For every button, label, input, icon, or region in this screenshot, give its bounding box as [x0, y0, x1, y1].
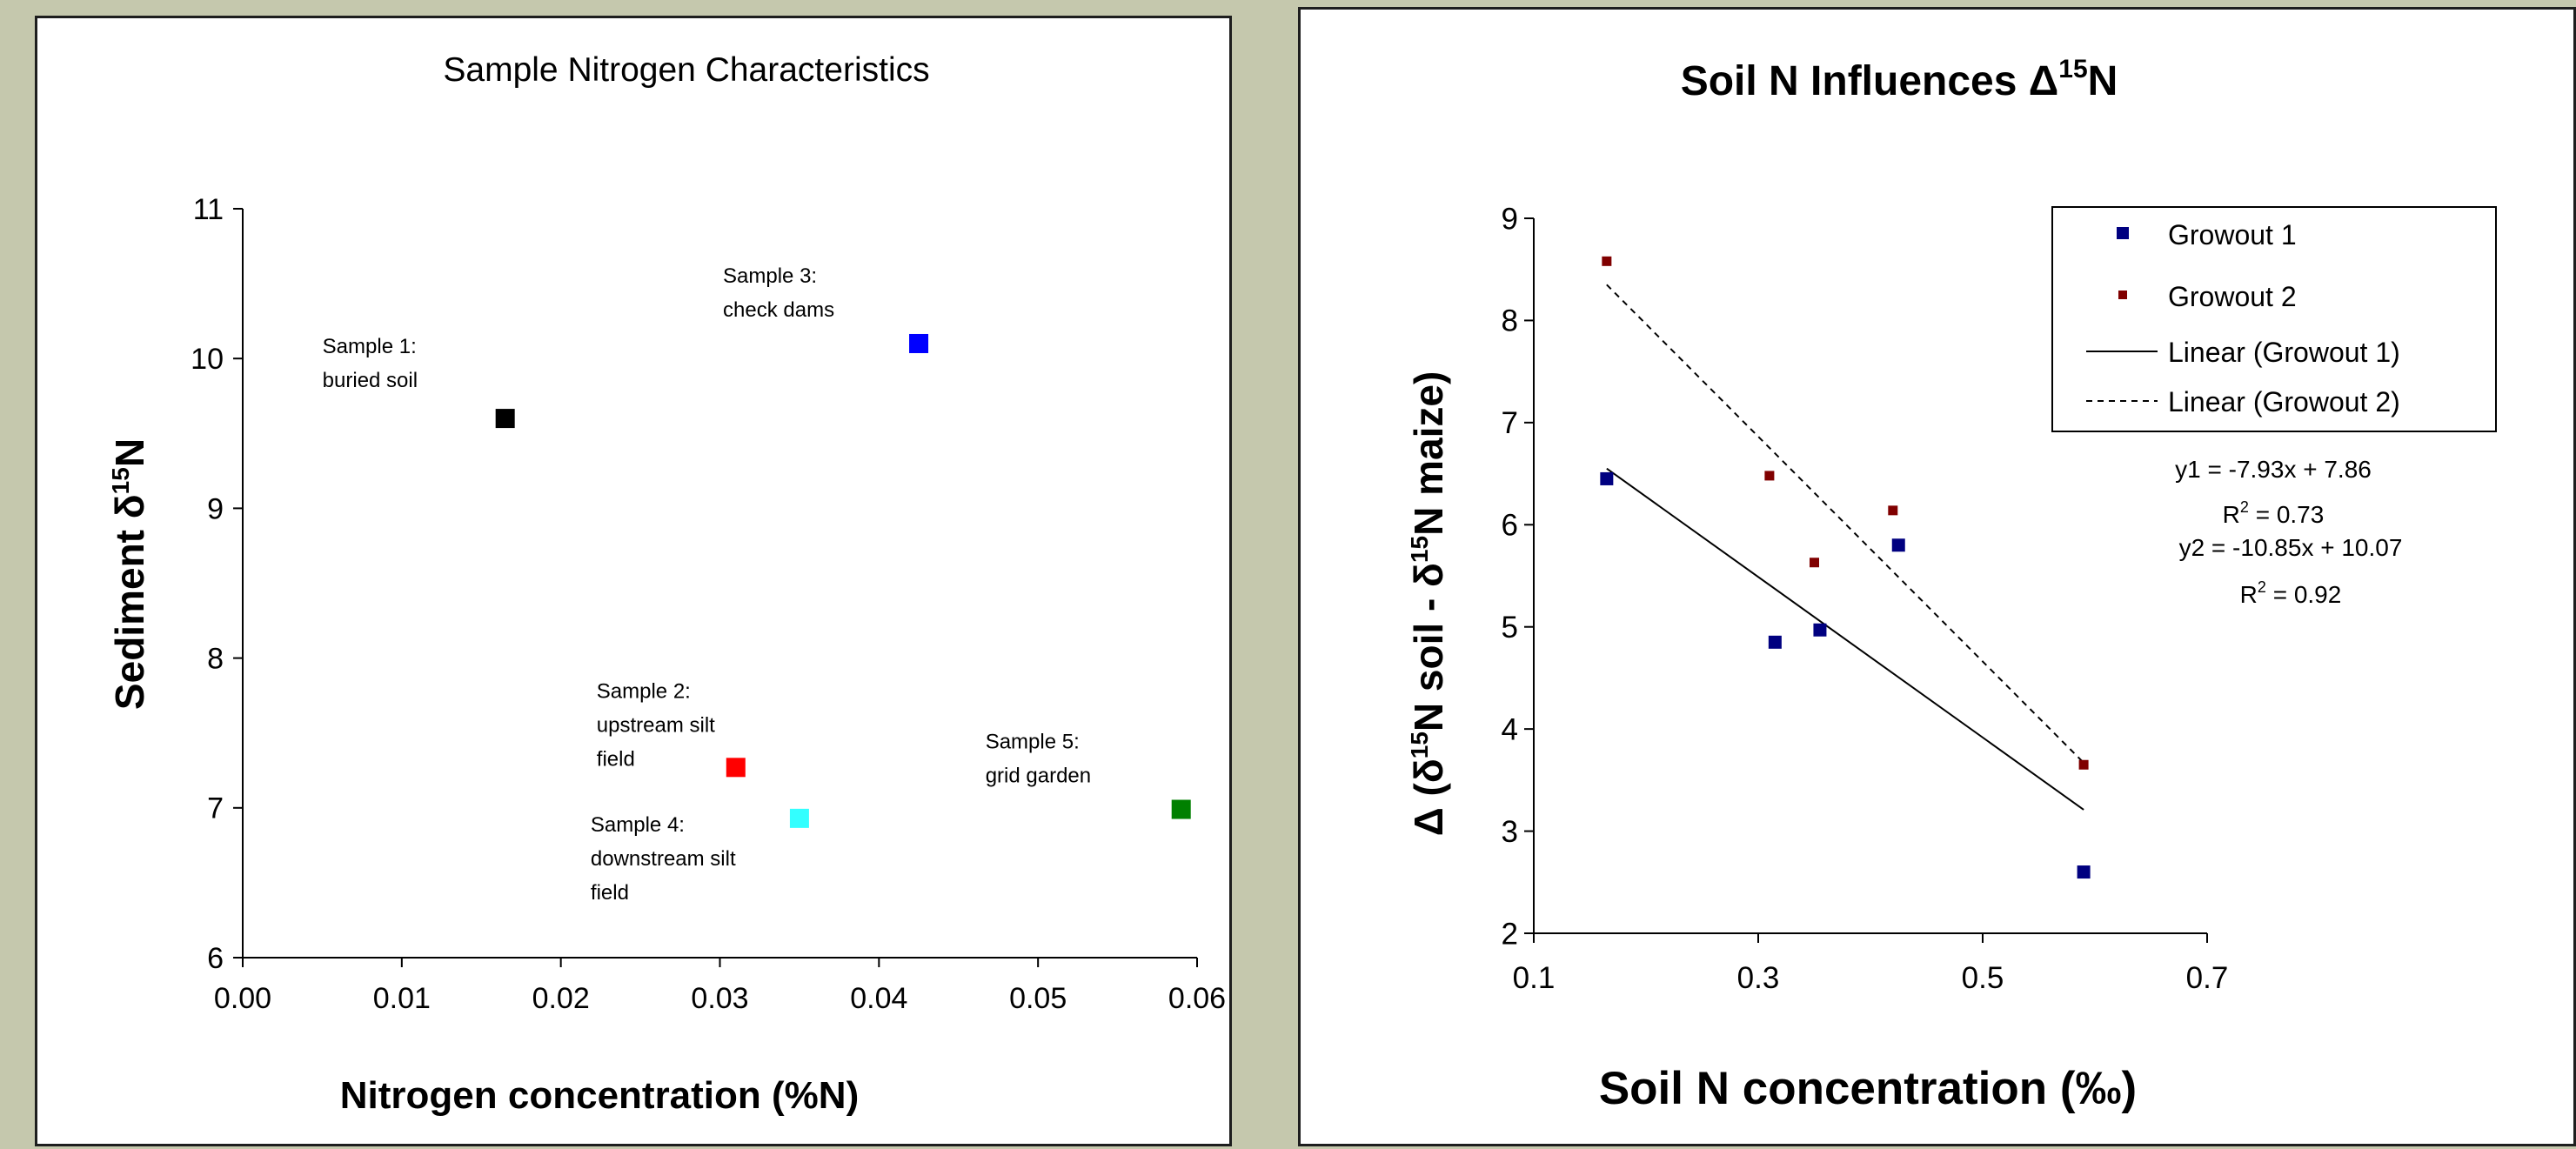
- trendline: [1606, 467, 2084, 811]
- data-point: [1764, 471, 1775, 481]
- chart-title: Soil N Influences Δ15N: [1681, 55, 2118, 104]
- soil-n-influence-chart: Soil N Influences Δ15N Δ (δ15N soil - δ1…: [1406, 55, 2497, 1114]
- data-point: [1600, 471, 1614, 485]
- x-tick-label: 0.1: [1513, 961, 1556, 995]
- chart-title: Sample Nitrogen Characteristics: [443, 51, 929, 89]
- data-point: [1602, 256, 1612, 266]
- point-annotation: Sample 4:: [591, 813, 685, 837]
- x-axis-label: Soil N concentration (‰): [1599, 1063, 2137, 1114]
- equation-1: y1 = -7.93x + 7.86: [2175, 456, 2372, 483]
- point-annotation: buried soil: [323, 369, 418, 392]
- nitrogen-characteristics-chart: Sample Nitrogen Characteristics Sediment…: [107, 51, 1226, 1117]
- x-tick-label: 0.02: [532, 982, 590, 1015]
- y-tick-label: 4: [1502, 712, 1518, 746]
- x-tick-label: 0.04: [850, 982, 907, 1015]
- r-squared-2: R2 = 0.92: [2240, 578, 2342, 608]
- y-tick-label: 9: [1502, 202, 1518, 236]
- y-tick-label: 10: [191, 343, 224, 376]
- point-annotation: upstream silt: [597, 713, 715, 737]
- data-point: [1810, 558, 1819, 568]
- y-axis-label: Δ (δ15N soil - δ15N maize): [1406, 371, 1451, 837]
- data-point: [495, 409, 515, 429]
- data-point: [2078, 759, 2089, 770]
- point-annotation: Sample 5:: [986, 731, 1080, 754]
- y-tick-label: 7: [207, 792, 224, 825]
- data-point: [909, 333, 929, 353]
- y-tick-label: 8: [1502, 304, 1518, 338]
- y-tick-label: 6: [207, 942, 224, 975]
- legend-marker-growout-2: [2118, 291, 2127, 299]
- data-point: [1813, 623, 1827, 637]
- y-tick-label: 6: [1502, 509, 1518, 543]
- y-axis-label: Sediment δ15N: [107, 438, 152, 710]
- right-chart-panel: Soil N Influences Δ15N Δ (δ15N soil - δ1…: [1298, 7, 2576, 1146]
- legend-label-linear-1: Linear (Growout 1): [2168, 337, 2400, 368]
- x-tick-label: 0.05: [1009, 982, 1067, 1015]
- legend: Growout 1 Growout 2 Linear (Growout 1) L…: [2051, 206, 2497, 432]
- x-tick-label: 0.3: [1737, 961, 1780, 995]
- y-tick-label: 3: [1502, 815, 1518, 849]
- data-point: [2077, 865, 2091, 879]
- y-tick-label: 2: [1502, 917, 1518, 951]
- y-tick-label: 7: [1502, 406, 1518, 440]
- equation-2: y2 = -10.85x + 10.07: [2179, 534, 2403, 561]
- x-tick-label: 0.06: [1168, 982, 1226, 1015]
- data-point: [1888, 505, 1898, 516]
- point-annotation: field: [597, 747, 635, 771]
- y-tick-label: 8: [207, 643, 224, 676]
- data-point: [1768, 635, 1782, 649]
- point-annotation: field: [591, 881, 629, 905]
- legend-label-linear-2: Linear (Growout 2): [2168, 386, 2400, 418]
- data-point: [726, 758, 746, 778]
- data-point: [1171, 799, 1191, 819]
- legend-label-growout-1: Growout 1: [2168, 219, 2297, 251]
- data-point: [1891, 538, 1905, 552]
- x-axis-label: Nitrogen concentration (%N): [340, 1074, 859, 1117]
- y-tick-label: 5: [1502, 611, 1518, 645]
- y-tick-label: 11: [193, 193, 224, 226]
- data-point: [789, 808, 809, 828]
- x-tick-label: 0.01: [373, 982, 431, 1015]
- trendline: [1606, 284, 2084, 764]
- y-tick-label: 9: [207, 492, 224, 525]
- legend-label-growout-2: Growout 2: [2168, 281, 2297, 312]
- r-squared-1: R2 = 0.73: [2223, 498, 2325, 528]
- legend-marker-growout-1: [2117, 227, 2129, 239]
- x-tick-label: 0.03: [691, 982, 748, 1015]
- x-tick-label: 0.00: [214, 982, 271, 1015]
- x-tick-label: 0.5: [1962, 961, 2004, 995]
- legend-box: [2051, 206, 2497, 432]
- point-annotation: Sample 2:: [597, 679, 691, 703]
- point-annotation: downstream silt: [591, 847, 736, 871]
- point-annotation: grid garden: [986, 765, 1091, 788]
- point-annotation: check dams: [723, 298, 834, 322]
- point-annotation: Sample 1:: [323, 335, 417, 358]
- x-tick-label: 0.7: [2186, 961, 2229, 995]
- regression-equations: y1 = -7.93x + 7.86 R2 = 0.73 y2 = -10.85…: [2175, 456, 2402, 608]
- left-chart-panel: Sample Nitrogen Characteristics Sediment…: [35, 16, 1232, 1146]
- point-annotation: Sample 3:: [723, 264, 817, 288]
